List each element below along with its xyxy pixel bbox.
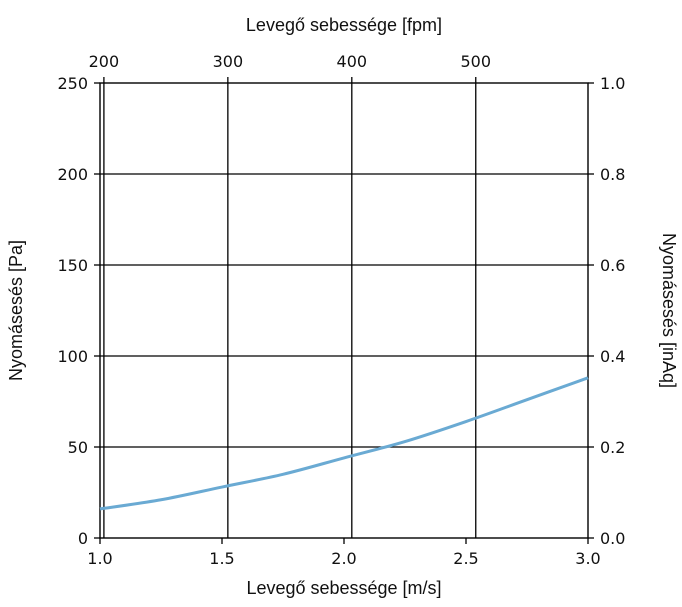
y-axis-left-title: Nyomásesés [Pa] <box>6 240 26 381</box>
y-left-tick-label: 250 <box>57 74 88 93</box>
y-right-tick-label: 1.0 <box>600 74 625 93</box>
plot-frame <box>99 82 589 539</box>
x-tick-label: 1.5 <box>209 549 234 568</box>
grid-layer <box>100 83 588 538</box>
y-axis-right-title: Nyomásesés [inAq] <box>659 233 679 388</box>
y-left-tick-label: 200 <box>57 165 88 184</box>
y-right-tick-label: 0.0 <box>600 529 625 548</box>
series-line <box>99 376 589 511</box>
x-tick-label: 3.0 <box>575 549 600 568</box>
y-left-tick-label: 0 <box>78 529 88 548</box>
ticks-layer: 200 300 400 5000501001502002500.00.20.40.60… <box>57 52 625 568</box>
x-tick-label: 1.0 <box>87 549 112 568</box>
y-left-tick-label: 50 <box>68 438 88 457</box>
x-top-tick-label: 200 <box>89 52 120 71</box>
x-top-tick-label: 300 <box>213 52 244 71</box>
y-right-tick-label: 0.4 <box>600 347 625 366</box>
y-right-tick-label: 0.2 <box>600 438 625 457</box>
x-tick-label: 2.0 <box>331 549 356 568</box>
x-axis-title: Levegő sebessége [m/s] <box>246 578 441 598</box>
y-left-tick-label: 150 <box>57 256 88 275</box>
y-right-tick-label: 0.8 <box>600 165 625 184</box>
y-right-tick-label: 0.6 <box>600 256 625 275</box>
x-tick-label: 2.5 <box>453 549 478 568</box>
x-top-tick-label: 500 <box>460 52 491 71</box>
y-left-tick-label: 100 <box>57 347 88 366</box>
x-top-tick-label: 400 <box>337 52 368 71</box>
x-axis-top-title: Levegő sebessége [fpm] <box>246 15 442 35</box>
